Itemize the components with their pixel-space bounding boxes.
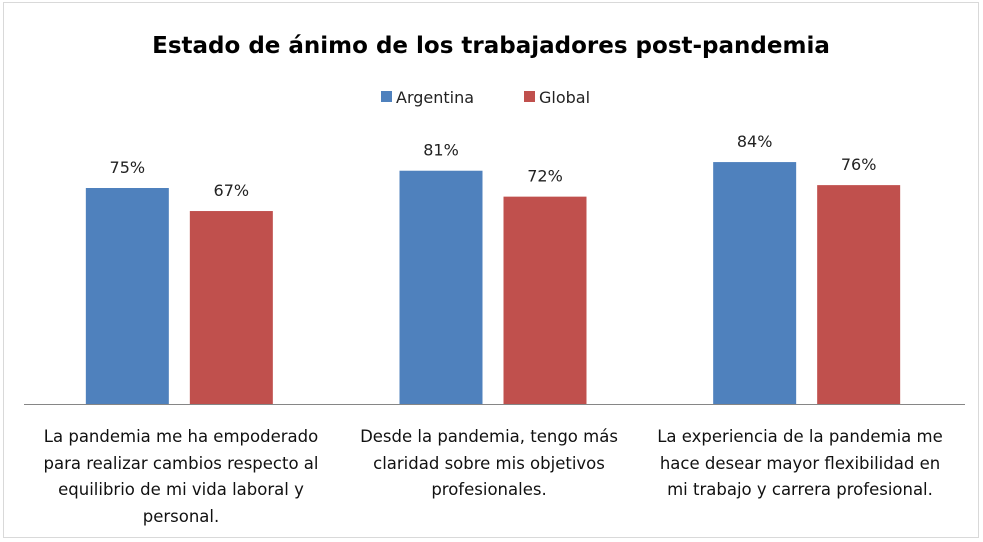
- chart-title: Estado de ánimo de los trabajadores post…: [152, 33, 830, 59]
- bar-global: [189, 211, 273, 404]
- bar-argentina: [399, 170, 483, 404]
- data-label: 84%: [737, 132, 773, 151]
- category-label: Desde la pandemia, tengo más claridad so…: [360, 427, 618, 499]
- legend-swatch-argentina: [381, 91, 392, 102]
- data-label: 75%: [110, 158, 146, 177]
- category-label: La experiencia de la pandemia me hace de…: [657, 427, 943, 499]
- bars: 75% 67% 81% 72% 84% 76%: [85, 132, 901, 404]
- data-label: 72%: [527, 167, 563, 186]
- bar-argentina: [713, 162, 797, 404]
- bar-global: [503, 196, 587, 404]
- legend-label-global: Global: [539, 88, 590, 107]
- data-label: 67%: [214, 181, 250, 200]
- bar-global: [817, 185, 901, 404]
- chart-border: [3, 2, 979, 538]
- legend-label-argentina: Argentina: [396, 88, 474, 107]
- legend-swatch-global: [524, 91, 535, 102]
- bar-argentina: [85, 188, 169, 404]
- data-label: 76%: [841, 155, 877, 174]
- legend: Argentina Global: [381, 88, 590, 107]
- data-label: 81%: [423, 141, 459, 160]
- category-label: La pandemia me ha empoderado para realiz…: [43, 427, 319, 526]
